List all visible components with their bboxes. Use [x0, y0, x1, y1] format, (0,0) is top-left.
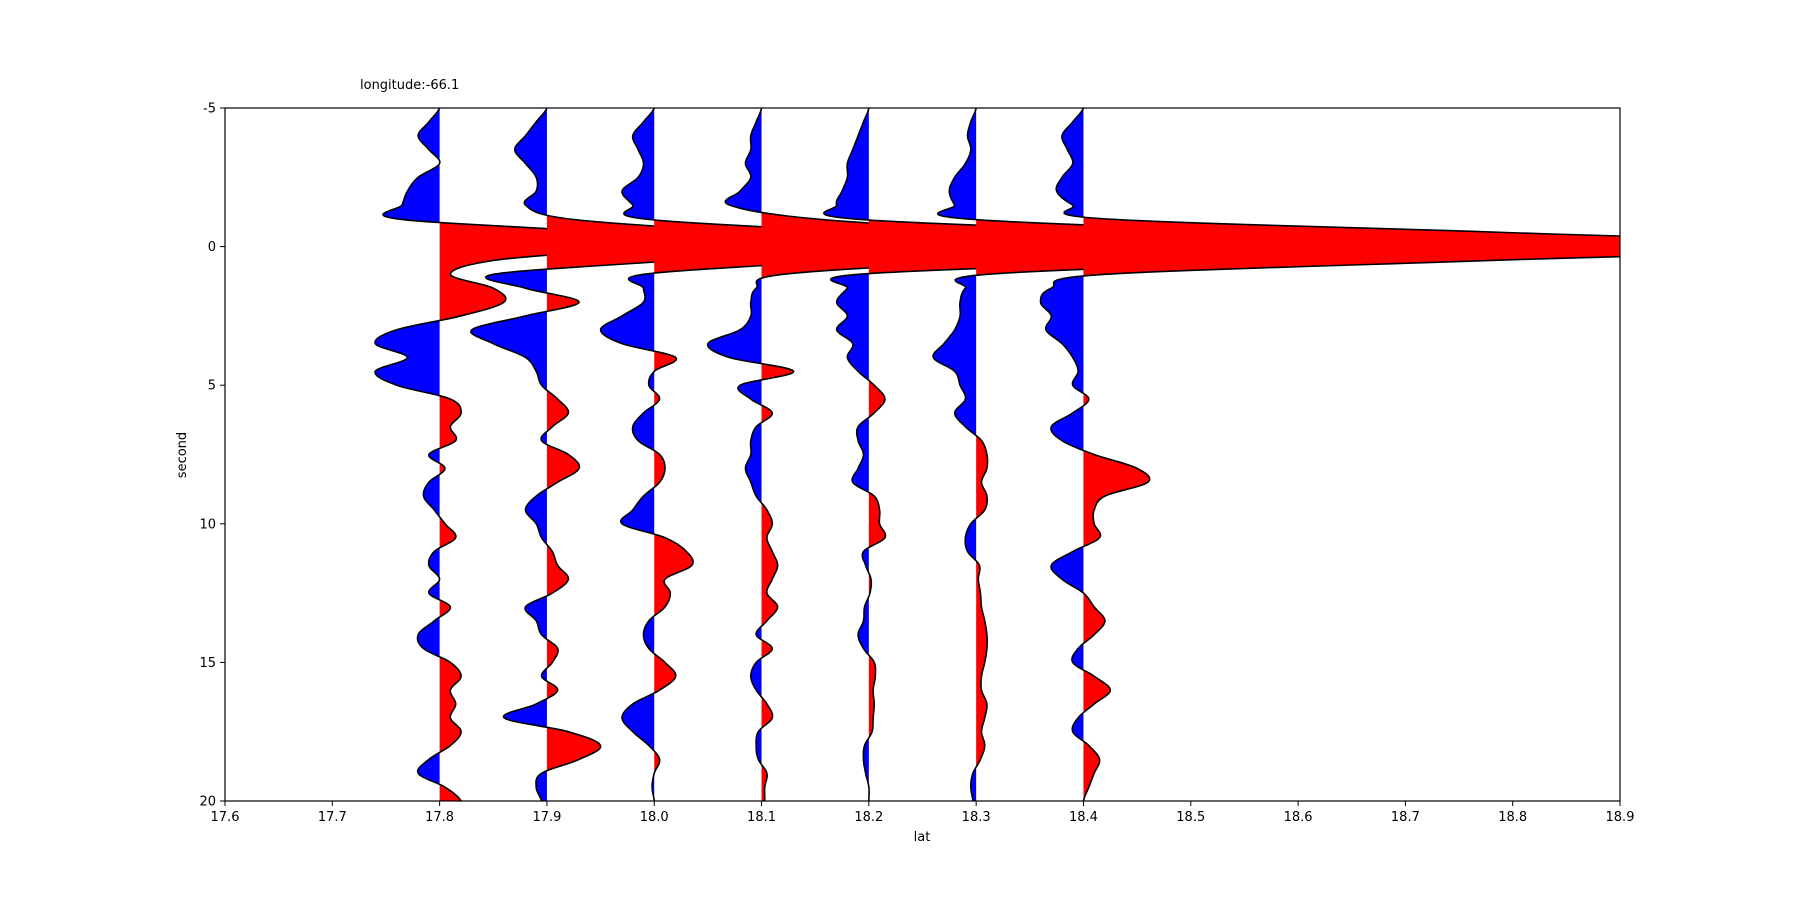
trace-line [822, 108, 1460, 801]
x-tick-label: 17.8 [425, 810, 454, 825]
x-tick-label: 17.6 [211, 810, 240, 825]
trace-negative-fill [375, 108, 440, 801]
x-tick-label: 18.2 [854, 810, 883, 825]
trace-line [599, 108, 1063, 801]
plot-frame [224, 107, 1621, 802]
y-tick-label: -5 [203, 102, 216, 117]
x-tick-label: 18.8 [1498, 810, 1527, 825]
x-axis: 17.6 17.7 17.8 17.9 18.0 18.1 18.2 18.3 18.4 18.5… [211, 801, 1635, 825]
trace-negative-fill [707, 108, 762, 801]
x-tick-label: 18.0 [640, 810, 669, 825]
trace-18.4 [1039, 108, 1620, 801]
trace-negative-fill [470, 108, 547, 801]
trace-negative-fill [933, 108, 977, 801]
trace-positive-fill [546, 108, 849, 801]
x-tick-label: 18.4 [1069, 810, 1098, 825]
traces-layer [374, 108, 1620, 801]
x-tick-label: 17.7 [318, 810, 347, 825]
trace-line [470, 108, 850, 801]
y-tick-label: 0 [208, 240, 216, 255]
x-axis-label: lat [914, 830, 931, 845]
trace-18.2 [822, 108, 1460, 801]
x-tick-label: 18.3 [962, 810, 991, 825]
y-tick-label: 20 [199, 795, 216, 810]
x-tick-label: 18.7 [1391, 810, 1420, 825]
trace-18.3 [932, 108, 1620, 801]
trace-line [1039, 108, 1620, 801]
x-tick-label: 18.5 [1176, 810, 1205, 825]
trace-negative-fill [823, 108, 869, 801]
trace-negative-fill [600, 108, 655, 801]
x-tick-label: 17.9 [532, 810, 561, 825]
y-tick-label: 5 [208, 379, 216, 394]
trace-positive-fill [1083, 108, 1620, 801]
y-axis-label: second [175, 432, 190, 478]
y-tick-label: 15 [199, 656, 216, 671]
x-tick-label: 18.9 [1606, 810, 1635, 825]
trace-line [374, 108, 642, 801]
y-axis: -5 0 5 10 15 20 [199, 102, 225, 810]
x-tick-label: 18.1 [747, 810, 776, 825]
trace-negative-fill [1040, 108, 1084, 801]
trace-line [932, 108, 1620, 801]
trace-17.8 [374, 108, 642, 801]
chart-title: longitude:-66.1 [360, 78, 459, 93]
y-tick-label: 10 [199, 517, 216, 532]
x-tick-label: 18.6 [1284, 810, 1313, 825]
trace-positive-fill [439, 108, 642, 801]
